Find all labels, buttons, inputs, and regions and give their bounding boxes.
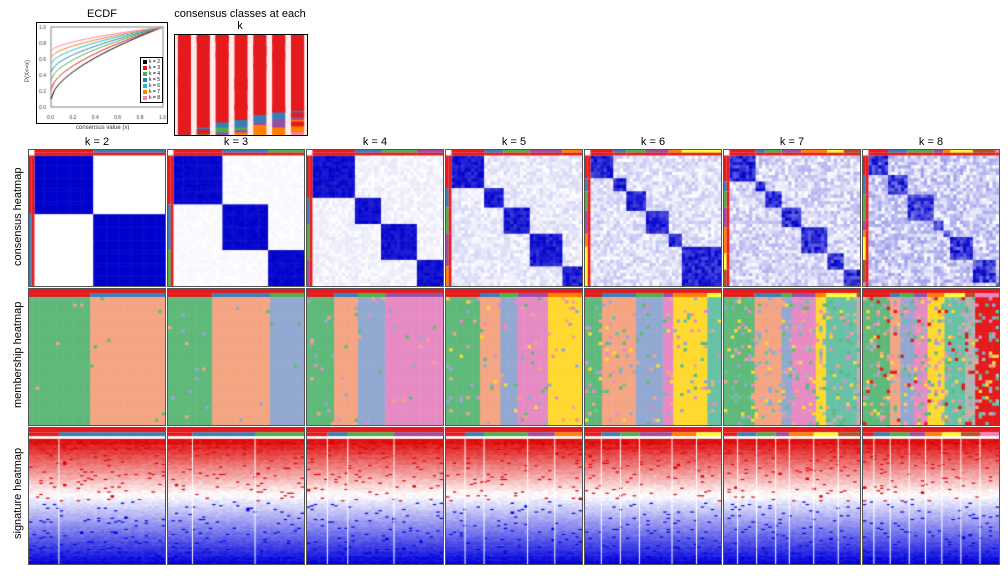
classes-title: consensus classes at each k: [174, 8, 306, 32]
signature-cell-k4: [306, 427, 444, 565]
consensus-cell-k4: [306, 149, 444, 287]
row-label-signature: signature heatmap: [8, 424, 28, 562]
signature-cell-k7: [723, 427, 861, 565]
ecdf-ylabel: P(X<=x): [25, 60, 31, 82]
signature-cell-k3: [167, 427, 305, 565]
consensus-cell-k3: [167, 149, 305, 287]
consensus-cell-k5: [445, 149, 583, 287]
col-header: k = 6: [584, 132, 722, 148]
consensus-cell-k7: [723, 149, 861, 287]
membership-cell-k3: [167, 288, 305, 426]
consensus-cell-k2: [28, 149, 166, 287]
ecdf-title: ECDF: [36, 8, 168, 20]
col-header: k = 8: [862, 132, 1000, 148]
row-label-membership: membership heatmap: [8, 286, 28, 424]
legend-item: k = 8: [143, 95, 160, 101]
ecdf-panel: ECDF P(X<=x) consensus value (x) k = 2k …: [36, 8, 168, 128]
row-label-consensus: consensus heatmap: [8, 148, 28, 286]
membership-cell-k4: [306, 288, 444, 426]
col-header: k = 4: [306, 132, 444, 148]
col-header: k = 5: [445, 132, 583, 148]
signature-cell-k6: [584, 427, 722, 565]
ecdf-plot: P(X<=x) consensus value (x) k = 2k = 3k …: [36, 22, 168, 124]
signature-cell-k5: [445, 427, 583, 565]
signature-cell-k2: [28, 427, 166, 565]
col-header: k = 2: [28, 132, 166, 148]
signature-cell-k8: [862, 427, 1000, 565]
col-header: k = 7: [723, 132, 861, 148]
consensus-cell-k6: [584, 149, 722, 287]
classes-panel: consensus classes at each k: [174, 8, 306, 128]
membership-cell-k2: [28, 288, 166, 426]
membership-cell-k6: [584, 288, 722, 426]
ecdf-xlabel: consensus value (x): [76, 125, 129, 131]
membership-cell-k7: [723, 288, 861, 426]
membership-cell-k8: [862, 288, 1000, 426]
membership-cell-k5: [445, 288, 583, 426]
consensus-cell-k8: [862, 149, 1000, 287]
ecdf-legend: k = 2k = 3k = 4k = 5k = 6k = 7k = 8: [140, 57, 163, 103]
